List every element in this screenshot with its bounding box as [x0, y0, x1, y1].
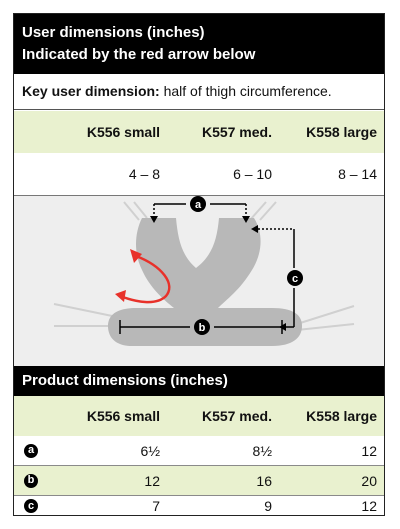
user-table-header-row: K556 small K557 med. K558 large	[14, 111, 384, 153]
product-silhouette	[108, 218, 302, 346]
product-row-b: b 12 16 20	[14, 466, 384, 496]
row-a-k557: 8½	[252, 442, 272, 459]
label-c-badge: c	[287, 270, 303, 286]
row-a-k558: 12	[361, 442, 377, 459]
row-b-badge: b	[24, 473, 38, 488]
dimension-a	[150, 203, 250, 223]
user-dimensions-subtitle: Indicated by the red arrow below	[22, 46, 256, 63]
red-arrow-icon	[115, 249, 171, 304]
row-c-k558: 12	[361, 498, 377, 514]
key-user-dimension-label: Key user dimension:	[22, 83, 160, 99]
label-a-text: a	[195, 199, 202, 211]
row-b-k557: 16	[256, 472, 272, 489]
row-b-label: b	[24, 466, 38, 495]
product-table-header-row: K556 small K557 med. K558 large	[14, 396, 384, 436]
key-user-dimension: Key user dimension: half of thigh circum…	[14, 74, 384, 110]
row-c-k557: 9	[264, 498, 272, 514]
dimension-c	[251, 225, 295, 331]
strap-outlines	[53, 201, 355, 331]
dimension-b	[119, 320, 283, 334]
product-col-k556: K556 small	[86, 408, 160, 424]
product-row-c: c 7 9 12	[14, 496, 384, 516]
dimensions-card: User dimensions (inches) Indicated by th…	[13, 13, 385, 516]
user-dimensions-header: User dimensions (inches) Indicated by th…	[14, 14, 384, 74]
user-values-row: 4 – 8 6 – 10 8 – 14	[14, 153, 384, 194]
row-c-k556: 7	[152, 498, 160, 514]
row-c-label: c	[24, 496, 38, 516]
row-a-k556: 6½	[140, 442, 160, 459]
key-user-dimension-text: half of thigh circumference.	[159, 83, 332, 99]
product-col-k557: K557 med.	[201, 408, 272, 424]
user-col-k556: K556 small	[86, 124, 160, 140]
product-dimensions-header: Product dimensions (inches)	[14, 366, 384, 396]
user-value-k558: 8 – 14	[338, 165, 377, 182]
user-value-k557: 6 – 10	[233, 165, 272, 182]
product-diagram-svg: a c b	[53, 196, 355, 346]
user-col-k557: K557 med.	[201, 124, 272, 140]
row-a-label: a	[24, 436, 38, 465]
product-diagram: a c b	[14, 195, 384, 367]
label-b-text: b	[199, 322, 206, 334]
product-row-a: a 6½ 8½ 12	[14, 436, 384, 466]
row-c-badge: c	[24, 499, 38, 513]
user-col-k558: K558 large	[306, 124, 377, 140]
row-a-badge: a	[24, 443, 38, 458]
label-a-badge: a	[190, 196, 206, 212]
user-value-k556: 4 – 8	[128, 165, 160, 182]
row-b-k556: 12	[144, 472, 160, 489]
user-dimensions-title: User dimensions (inches)	[22, 24, 205, 41]
row-b-k558: 20	[361, 472, 377, 489]
product-col-k558: K558 large	[306, 408, 377, 424]
label-c-text: c	[292, 273, 298, 285]
label-b-badge: b	[194, 319, 210, 335]
